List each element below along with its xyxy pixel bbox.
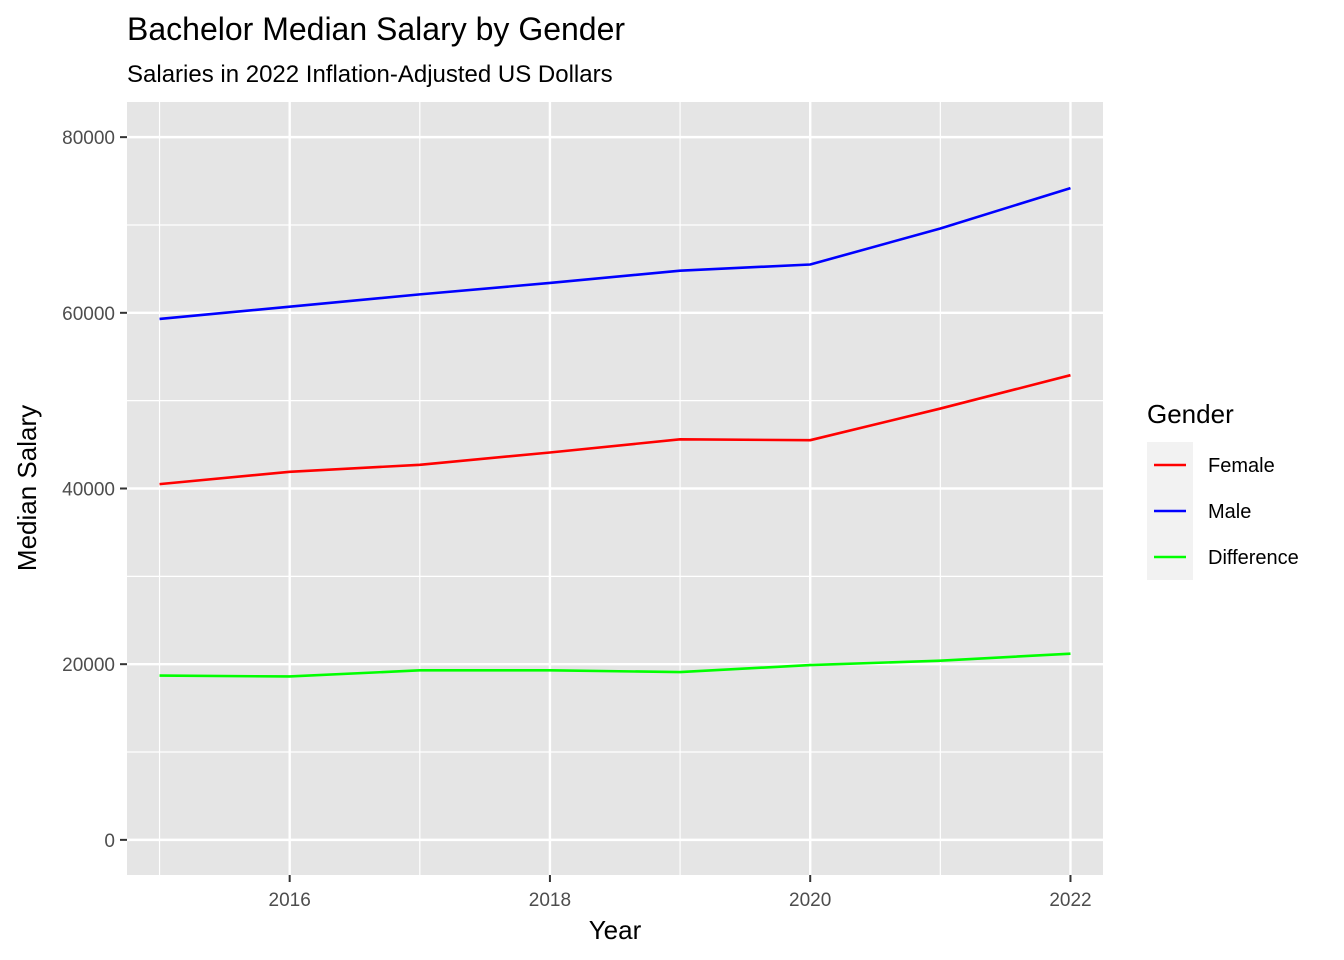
y-axis-title: Median Salary — [12, 405, 42, 571]
series-lines — [159, 186, 1071, 678]
x-tick-label: 2018 — [529, 890, 571, 911]
series-line-male — [159, 186, 1071, 321]
axis-ticks: 2016 2018 2020 2022 0 20000 40000 60000 80000 — [62, 128, 1091, 911]
y-tick-label: 60000 — [62, 304, 115, 325]
chart-subtitle: Salaries in 2022 Inflation-Adjusted US D… — [127, 61, 613, 88]
x-tick-label: 2022 — [1049, 890, 1091, 911]
legend-label-female: Female — [1208, 455, 1275, 477]
x-tick-label: 2016 — [269, 890, 311, 911]
y-tick-label: 0 — [104, 831, 115, 852]
x-tick-label: 2020 — [789, 890, 831, 911]
legend-title: Gender — [1147, 399, 1234, 429]
y-tick-label: 80000 — [62, 128, 115, 149]
series-line-female — [159, 373, 1071, 486]
legend-label-difference: Difference — [1208, 547, 1299, 569]
chart-title: Bachelor Median Salary by Gender — [127, 11, 625, 47]
x-axis-title: Year — [589, 915, 642, 945]
major-gridlines — [127, 102, 1103, 875]
y-tick-label: 40000 — [62, 480, 115, 501]
legend-label-male: Male — [1208, 501, 1251, 523]
y-tick-label: 20000 — [62, 655, 115, 676]
series-line-difference — [159, 652, 1071, 678]
legend: Gender Female Male Difference — [1147, 399, 1299, 580]
